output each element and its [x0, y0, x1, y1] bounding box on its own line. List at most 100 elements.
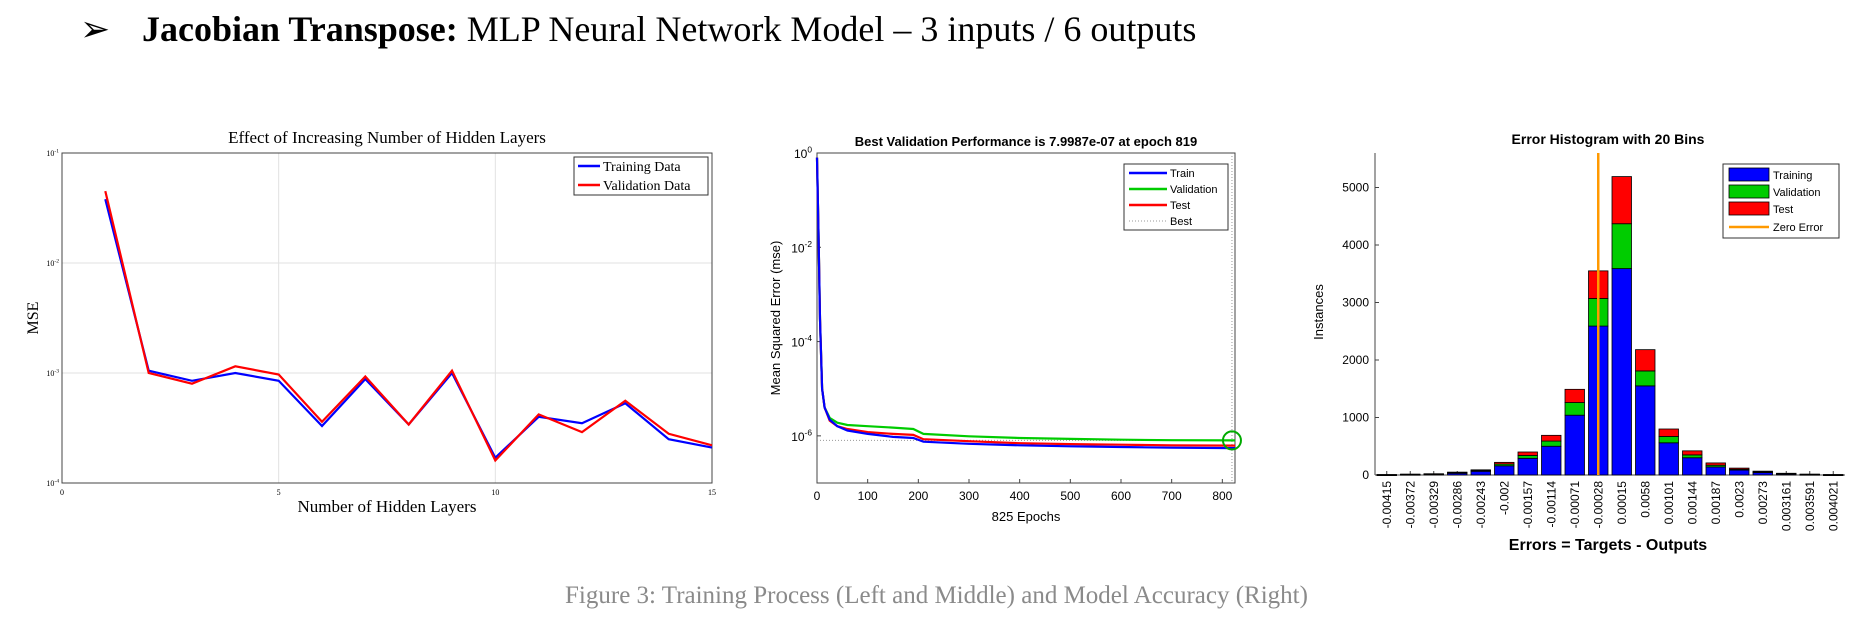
chart3-legend-training: Training: [1773, 170, 1812, 182]
chart3-legend-zero-error: Zero Error: [1773, 222, 1823, 234]
chart-validation-performance: 0 100 200 300 400 500 600 700 800 100 10-2 10-4 10-6…: [768, 134, 1242, 524]
chart2-ytick-label: 10-2: [791, 239, 812, 255]
chart1-ytick-label: 10-4: [46, 478, 59, 488]
chart2-xtick-label: 0: [814, 489, 821, 503]
chart3-bar-test: [1376, 474, 1397, 476]
chart2-best-marker: [1221, 430, 1242, 451]
chart3-xtick-label: -0.00286: [1450, 481, 1464, 529]
chart2-ytick-label: 10-6: [791, 427, 812, 443]
chart1-xlabel: Number of Hidden Layers: [298, 497, 477, 516]
chart1-ytick-label: 10-2: [46, 258, 59, 268]
chart3-legend-swatch-validation: [1728, 184, 1770, 199]
chart3-xtick-label: 0.00015: [1615, 481, 1629, 525]
chart2-xtick-label: 100: [858, 489, 878, 503]
chart3-xtick-label: -0.00372: [1403, 481, 1417, 529]
chart3-bar-validation: [1541, 440, 1562, 447]
chart3-xtick-label: -0.00157: [1521, 481, 1535, 529]
chart3-bar-validation: [1658, 436, 1679, 444]
chart3-bar-test: [1752, 470, 1773, 473]
chart3-xtick-label: -0.00071: [1568, 481, 1582, 529]
chart3-bar-training: [1541, 445, 1562, 476]
chart3-ytick-label: 3000: [1342, 296, 1369, 310]
chart1-xtick-label: 5: [277, 488, 281, 497]
chart3-bar-test: [1447, 471, 1468, 474]
chart3-bar-test: [1729, 467, 1750, 470]
chart2-ylabel: Mean Squared Error (mse): [768, 241, 783, 396]
chart3-bar-validation: [1611, 223, 1632, 269]
chart1-title: Effect of Increasing Number of Hidden La…: [228, 128, 546, 147]
chart3-xtick-label: -0.00243: [1474, 481, 1488, 529]
chart3-bar-training: [1517, 457, 1538, 476]
chart3-xtick-label: 0.00273: [1756, 481, 1770, 525]
chart3-bar-test: [1611, 176, 1632, 225]
chart3-xtick-label: -0.00028: [1591, 481, 1605, 529]
chart3-bar-training: [1635, 385, 1656, 476]
chart3-bar-training: [1494, 465, 1515, 476]
chart3-legend-swatch-test: [1728, 201, 1770, 216]
chart1-legend-box: [573, 156, 709, 196]
chart1-gridlines: [61, 152, 713, 484]
chart3-xtick-label: 0.0058: [1638, 481, 1652, 518]
chart3-bar-validation: [1517, 455, 1538, 459]
chart2-xtick-label: 700: [1162, 489, 1182, 503]
chart2-xlabel: 825 Epochs: [992, 509, 1061, 524]
chart2-series-line-0: [815, 157, 1236, 450]
chart3-xtick-label: 0.003591: [1803, 481, 1817, 531]
chart1-legend: Training Data Validation Data: [573, 156, 709, 196]
heading-rest: MLP Neural Network Model – 3 inputs / 6 …: [457, 9, 1197, 49]
chart3-xtick-label: -0.00415: [1380, 481, 1394, 529]
chart3-bar-test: [1494, 461, 1515, 465]
chart-hidden-layers: 0 5 10 15 10-4 10-3 10-2 10-1 Effect of Increas…: [25, 128, 716, 516]
chart3-bar-test: [1564, 388, 1585, 403]
chart3-bar-training: [1611, 268, 1632, 476]
chart1-axes-box: [61, 152, 713, 484]
chart2-axes-box: [816, 152, 1236, 484]
slide-heading: ➢ Jacobian Transpose: MLP Neural Network …: [80, 8, 1196, 50]
chart2-legend-train: Train: [1170, 168, 1195, 180]
chart3-ytick-label: 1000: [1342, 411, 1369, 425]
chart1-series-line-0: [104, 198, 713, 460]
chart1-ylabel: MSE: [25, 302, 42, 335]
chart2-legend-validation: Validation: [1170, 184, 1218, 196]
chart3-ytick-label: 2000: [1342, 353, 1369, 367]
chart3-bar-test: [1799, 473, 1820, 476]
figure-caption: Figure 3: Training Process (Left and Mid…: [565, 582, 1308, 609]
chart3-legend-test: Test: [1773, 204, 1793, 216]
chart2-xtick-label: 400: [1010, 489, 1030, 503]
chart3-bar-test: [1400, 473, 1421, 476]
chart1-ticks: 0 5 10 15 10-4 10-3 10-2 10-1: [46, 148, 716, 497]
chart3-xtick-label: 0.00187: [1709, 481, 1723, 525]
chart3-xtick-label: 0.0023: [1732, 481, 1746, 518]
chart2-xtick-label: 300: [959, 489, 979, 503]
chart2-xtick-label: 200: [908, 489, 928, 503]
chart3-xtick-label: 0.00101: [1662, 481, 1676, 525]
chart3-legend-swatch-training: [1728, 167, 1770, 182]
chart2-xtick-label: 600: [1111, 489, 1131, 503]
chart3-xtick-label: 0.003161: [1779, 481, 1793, 531]
chart3-bar-test: [1635, 349, 1656, 372]
chart1-series-line-1: [104, 190, 713, 463]
chart3-ytick-label: 0: [1362, 468, 1369, 482]
chart3-bar-validation: [1682, 454, 1703, 459]
chart3-bar-training: [1682, 457, 1703, 476]
chart3-bar-training: [1470, 470, 1491, 476]
chart3-ytick-label: 4000: [1342, 238, 1369, 252]
chart3-bar-test: [1823, 474, 1844, 476]
chart3-ylabel: Instances: [1311, 284, 1326, 340]
chart3-bar-validation: [1635, 370, 1656, 387]
chart3-ytick-label: 5000: [1342, 181, 1369, 195]
chart3-bar-test: [1470, 469, 1491, 472]
chart2-xtick-label: 800: [1212, 489, 1232, 503]
chart2-ytick-label: 10-4: [791, 333, 812, 349]
chart1-legend-training: Training Data: [603, 160, 681, 175]
chart2-legend: Train Validation Test Best: [1123, 163, 1229, 231]
chart3-bar-test: [1682, 450, 1703, 456]
chart3-xtick-label: -0.00329: [1427, 481, 1441, 529]
chart1-xtick-label: 0: [60, 488, 64, 497]
chart2-ytick-label: 100: [794, 145, 812, 161]
chart2-series: [815, 153, 1242, 483]
chart1-ytick-label: 10-1: [46, 148, 59, 158]
chart3-bar-test: [1705, 462, 1726, 466]
chart3-bar-test: [1541, 434, 1562, 442]
chart3-xlabel: Errors = Targets - Outputs: [1509, 537, 1708, 554]
